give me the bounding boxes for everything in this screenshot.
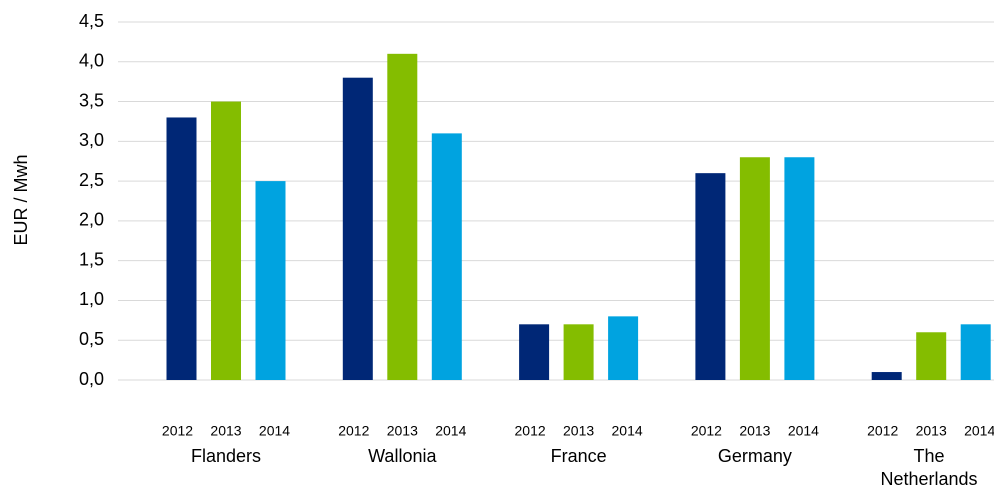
y-tick-label: 2,0 xyxy=(79,210,104,230)
bar xyxy=(784,157,815,380)
series-label: 2014 xyxy=(612,423,643,439)
bar xyxy=(695,173,726,380)
bar xyxy=(916,332,947,380)
bar xyxy=(387,53,418,380)
bar xyxy=(519,324,550,380)
y-tick-label: 1,0 xyxy=(79,289,104,309)
y-tick-label: 0,5 xyxy=(79,329,104,349)
series-label: 2012 xyxy=(867,423,898,439)
series-label: 2013 xyxy=(739,423,770,439)
series-label: 2014 xyxy=(435,423,466,439)
x-tick-label: Flanders xyxy=(190,446,262,466)
series-label: 2012 xyxy=(691,423,722,439)
series-label: 2012 xyxy=(515,423,546,439)
series-label: 2013 xyxy=(563,423,594,439)
series-label: 2014 xyxy=(259,423,290,439)
series-label: 2013 xyxy=(387,423,418,439)
series-label: 2013 xyxy=(916,423,947,439)
series-label: 2012 xyxy=(162,423,193,439)
x-tick-label: Germany xyxy=(717,446,792,466)
bar xyxy=(211,101,241,381)
y-tick-label: 0,0 xyxy=(79,369,104,389)
y-axis-title: EUR / Mwh xyxy=(11,154,31,245)
x-tick-label: Wallonia xyxy=(368,446,437,466)
x-tick-label: France xyxy=(550,446,607,466)
bar xyxy=(739,157,770,380)
bar xyxy=(871,372,902,380)
series-label: 2014 xyxy=(964,423,994,439)
bar xyxy=(608,316,639,380)
bar xyxy=(960,324,991,380)
y-tick-label: 1,5 xyxy=(79,249,104,269)
bar xyxy=(431,133,462,380)
series-label: 2014 xyxy=(788,423,819,439)
y-tick-label: 4,5 xyxy=(79,11,104,31)
bar xyxy=(342,77,373,380)
bar xyxy=(563,324,594,380)
series-label: 2012 xyxy=(338,423,369,439)
bar xyxy=(255,181,286,380)
series-label: 2013 xyxy=(210,423,241,439)
y-tick-label: 3,0 xyxy=(79,130,104,150)
bar xyxy=(166,117,197,380)
x-tick-label: The Netherlands xyxy=(880,446,978,489)
y-tick-label: 4,0 xyxy=(79,51,104,71)
y-tick-label: 2,5 xyxy=(79,170,104,190)
y-tick-label: 3,5 xyxy=(79,90,104,110)
